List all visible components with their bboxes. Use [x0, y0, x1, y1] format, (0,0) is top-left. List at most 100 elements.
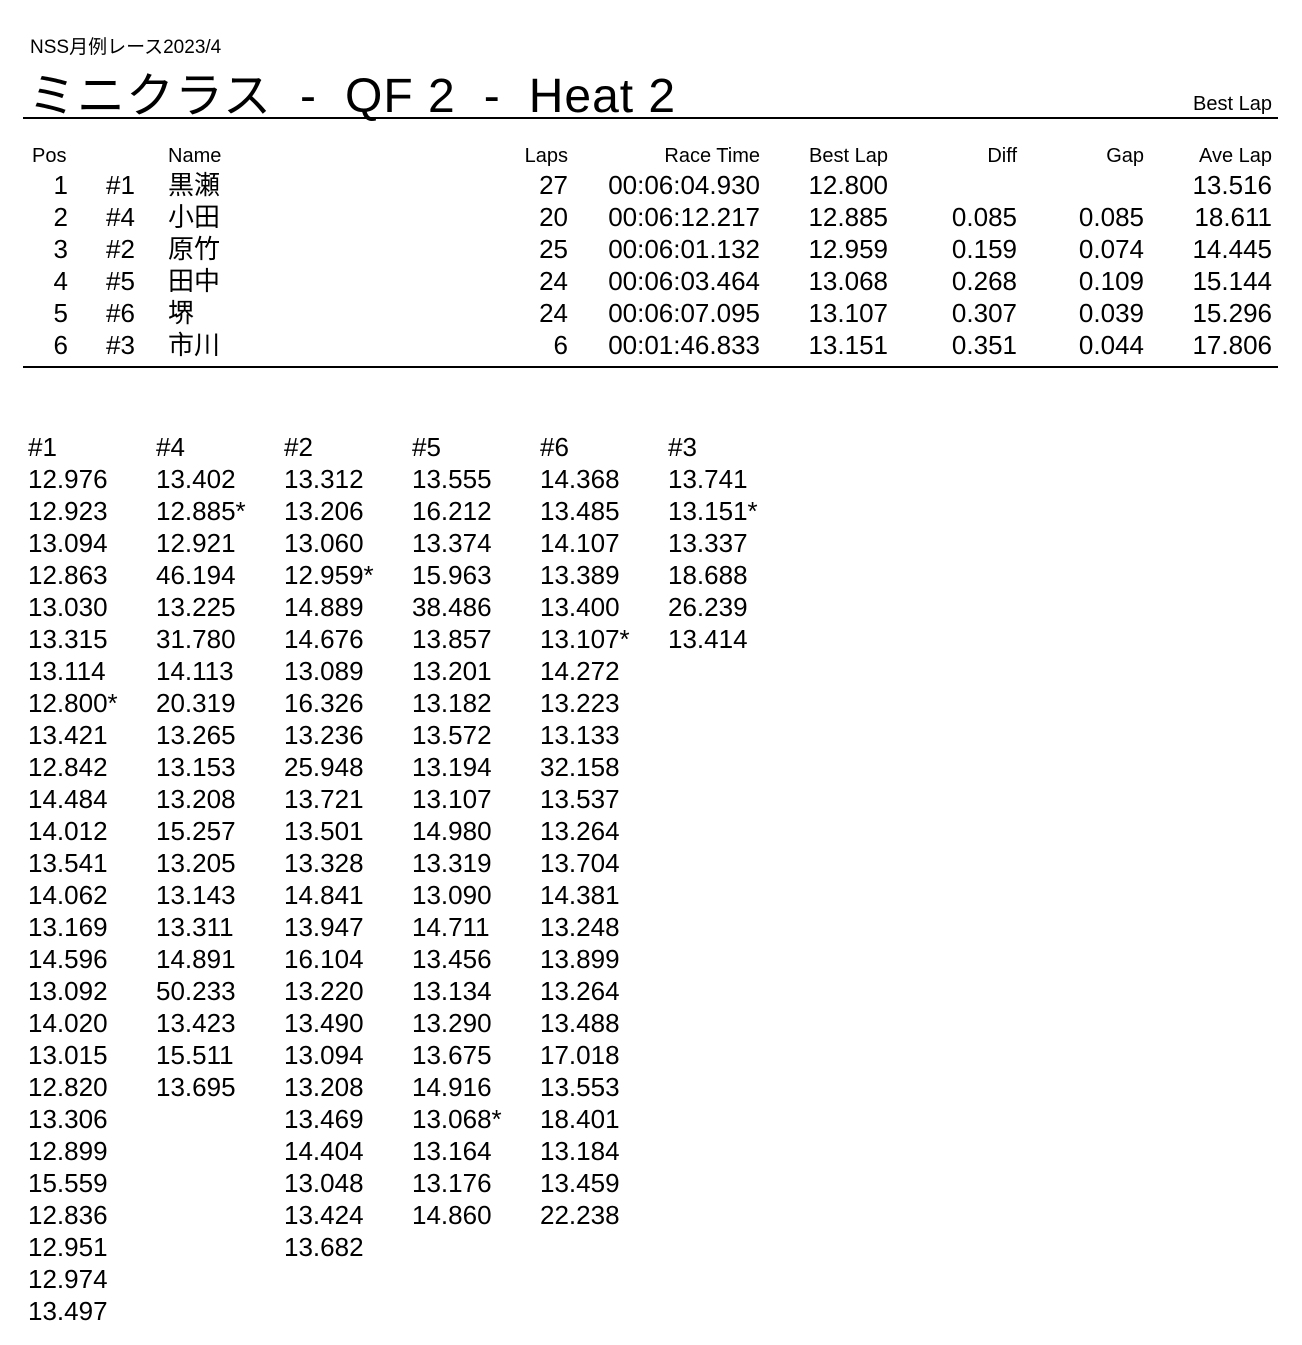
pos-cell: 1: [53, 170, 68, 200]
best-lap-time: 12.800*: [28, 688, 118, 718]
lap-time: 14.484: [28, 784, 108, 814]
lap-time: 13.090: [412, 880, 492, 910]
lap-time: 13.265: [156, 720, 236, 750]
lap-time: 13.312: [284, 464, 364, 494]
pos-cell: 4: [53, 266, 68, 296]
heat-name: Heat 2: [528, 70, 677, 123]
lap-time: 13.459: [540, 1168, 620, 1198]
lap-time: 13.400: [540, 592, 620, 622]
lap-time: 22.238: [540, 1200, 620, 1230]
lap-time: 13.164: [412, 1136, 492, 1166]
lap-time: 32.158: [540, 752, 620, 782]
lap-time: 13.176: [412, 1168, 492, 1198]
lap-time: 13.675: [412, 1040, 492, 1070]
gap-cell: 0.039: [1078, 298, 1144, 328]
lap-time: 15.963: [412, 560, 492, 590]
ave-lap-cell: 13.516: [1192, 170, 1272, 200]
race-time-cell: 00:06:07.095: [608, 298, 760, 328]
pos-cell: 3: [53, 234, 68, 264]
lap-time: 14.062: [28, 880, 108, 910]
lap-time: 13.501: [284, 816, 364, 846]
best-lap-cell: 12.959: [808, 234, 888, 264]
lap-time: 13.220: [284, 976, 364, 1006]
best-lap-cell: 13.151: [808, 330, 888, 360]
gap-cell: 0.109: [1078, 266, 1144, 296]
report-type: Best Lap: [1193, 93, 1272, 115]
lap-time: 13.947: [284, 912, 364, 942]
lap-column-header: #5: [412, 432, 441, 462]
lap-time: 13.089: [284, 656, 364, 686]
best-lap-time: 13.068*: [412, 1104, 502, 1134]
lap-time: 13.133: [540, 720, 620, 750]
lap-time: 13.048: [284, 1168, 364, 1198]
laps-cell: 25: [539, 234, 568, 264]
lap-time: 13.030: [28, 592, 108, 622]
best-lap-cell: 13.068: [808, 266, 888, 296]
lap-time: 18.688: [668, 560, 748, 590]
pos-cell: 6: [53, 330, 68, 360]
lap-time: 13.092: [28, 976, 108, 1006]
lap-time: 13.206: [284, 496, 364, 526]
lap-time: 15.511: [156, 1040, 234, 1070]
lap-time: 14.381: [540, 880, 620, 910]
lap-time: 16.326: [284, 688, 364, 718]
column-header-race-time: Race Time: [664, 145, 760, 167]
top-divider: [23, 117, 1278, 119]
best-lap-time: 12.885*: [156, 496, 246, 526]
lap-time: 18.401: [540, 1104, 620, 1134]
pos-cell: 5: [53, 298, 68, 328]
lap-time: 12.951: [28, 1232, 108, 1262]
column-header-gap: Gap: [1106, 145, 1144, 167]
lap-time: 13.114: [28, 656, 106, 686]
lap-time: 14.841: [284, 880, 364, 910]
lap-column-header: #6: [540, 432, 569, 462]
lap-time: 13.541: [28, 848, 108, 878]
lap-time: 13.424: [284, 1200, 364, 1230]
lap-time: 15.559: [28, 1168, 108, 1198]
lap-time: 13.537: [540, 784, 620, 814]
gap-cell: 0.085: [1078, 202, 1144, 232]
lap-time: 14.012: [28, 816, 108, 846]
lap-time: 13.134: [412, 976, 492, 1006]
car-number-cell: #6: [106, 298, 135, 328]
lap-time: 13.553: [540, 1072, 620, 1102]
lap-time: 13.469: [284, 1104, 364, 1134]
title-separator: -: [300, 70, 318, 123]
ave-lap-cell: 17.806: [1192, 330, 1272, 360]
column-header-pos: Pos: [32, 145, 67, 167]
ave-lap-cell: 15.144: [1192, 266, 1272, 296]
driver-name-cell: 黒瀬: [168, 170, 221, 200]
lap-time: 14.107: [540, 528, 620, 558]
ave-lap-cell: 14.445: [1192, 234, 1272, 264]
lap-time: 13.248: [540, 912, 620, 942]
lap-time: 14.889: [284, 592, 364, 622]
lap-time: 20.319: [156, 688, 236, 718]
lap-column: #4 13.402 12.885* 12.921 46.194 13.225 31.780 1…: [156, 431, 246, 1103]
title-separator: -: [483, 70, 501, 123]
lap-time: 14.980: [412, 816, 492, 846]
race-time-cell: 00:06:03.464: [608, 266, 760, 296]
lap-time: 13.153: [156, 752, 236, 782]
lap-time: 13.264: [540, 976, 620, 1006]
best-lap-time: 13.151*: [668, 496, 758, 526]
column-header-ave-lap: Ave Lap: [1198, 145, 1272, 167]
lap-time: 13.205: [156, 848, 236, 878]
lap-time: 14.711: [412, 912, 490, 942]
lap-time: 13.490: [284, 1008, 364, 1038]
ave-lap-cell: 15.296: [1192, 298, 1272, 328]
lap-time: 13.741: [668, 464, 748, 494]
gap-cell: 0.074: [1078, 234, 1144, 264]
lap-time: 13.682: [284, 1232, 364, 1262]
lap-column-header: #3: [668, 432, 697, 462]
lap-column: #3 13.741 13.151* 13.337 18.688 26.239 13.414: [668, 431, 758, 655]
lap-time: 13.328: [284, 848, 364, 878]
lap-time: 13.421: [28, 720, 108, 750]
lap-time: 15.257: [156, 816, 236, 846]
lap-time: 13.857: [412, 624, 492, 654]
gap-cell: 0.044: [1078, 330, 1144, 360]
laps-cell: 27: [539, 170, 568, 200]
lap-time: 14.113: [156, 656, 234, 686]
race-time-cell: 00:06:01.132: [608, 234, 760, 264]
race-time-cell: 00:01:46.833: [608, 330, 760, 360]
lap-time: 13.572: [412, 720, 492, 750]
